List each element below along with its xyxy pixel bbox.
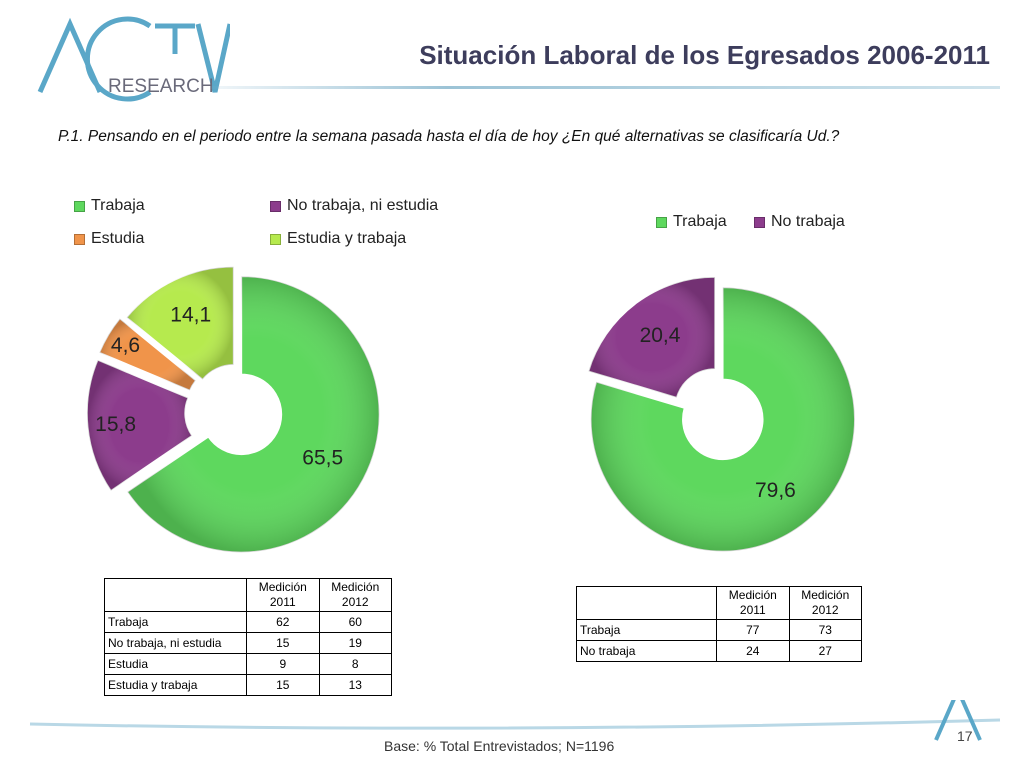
legend-item-estudia-y-trabaja: Estudia y trabaja: [270, 230, 406, 248]
donut-slice-shading: [588, 276, 716, 398]
slice-value-label: 14,1: [170, 303, 211, 326]
slice-value-label: 20,4: [640, 324, 681, 347]
table-header-cell: Medición 2011: [716, 586, 790, 620]
page-number: 17: [957, 728, 973, 744]
table-cell: 73: [788, 619, 863, 641]
footer-decoration: [29, 700, 1001, 741]
donut-slice-shading: [87, 359, 192, 491]
legend-swatch: [270, 233, 281, 245]
legend-label: No trabaja: [771, 213, 845, 230]
table-header-cell: Medición 2011: [246, 578, 320, 612]
legend-label: Estudia: [91, 230, 145, 247]
table-cell: 24: [716, 640, 790, 662]
donut-charts: 65,5 15,8 4,6 14,1 79,6 20,4: [86, 266, 856, 554]
table-cell: Estudia y trabaja: [103, 674, 248, 696]
title-divider: [210, 86, 1000, 89]
table-cell: 8: [318, 653, 393, 675]
table-cell: Estudia: [103, 653, 248, 675]
table-cell: Trabaja: [575, 619, 718, 641]
legend-item-trabaja: Trabaja: [74, 197, 145, 215]
table-cell: 13: [318, 674, 393, 696]
slice-value-label: 15,8: [95, 413, 136, 436]
table-cell: No trabaja, ni estudia: [103, 632, 248, 654]
table-header-row: Medición 2011 Medición 2012: [103, 578, 393, 612]
svg-text:RESEARCH: RESEARCH: [108, 76, 214, 97]
legend-item-no-trabaja-ni-estudia: No trabaja, ni estudia: [270, 197, 438, 215]
table-cell: No trabaja: [575, 640, 718, 662]
base-note: Base: % Total Entrevistados; N=1196: [384, 738, 615, 754]
legend-item-estudia: Estudia: [74, 230, 144, 248]
legend-swatch: [74, 200, 85, 212]
table-cell: 60: [318, 611, 393, 633]
legend-swatch: [74, 233, 85, 245]
table-row: Estudia 9 8: [103, 653, 393, 675]
table-row: Estudia y trabaja 15 13: [103, 674, 393, 696]
slice-value-label: 4,6: [111, 334, 140, 357]
legend-swatch: [656, 216, 667, 228]
legend-label: No trabaja, ni estudia: [287, 197, 439, 214]
donut-slice-shading: [590, 287, 855, 552]
donut-slice-shading: [127, 276, 380, 553]
table-header-cell: Medición 2012: [788, 586, 863, 620]
table-row: No trabaja 24 27: [575, 640, 863, 662]
donut-slice-shading: [99, 318, 196, 391]
chart1-legend: Trabaja No trabaja, ni estudia Estudia E…: [74, 197, 494, 257]
page-title: Situación Laboral de los Egresados 2006-…: [419, 40, 990, 70]
table-row: Trabaja 77 73: [575, 619, 863, 641]
table-header-cell: [103, 578, 248, 612]
legend-label: Trabaja: [91, 197, 145, 214]
slice-value-label: 79,6: [755, 479, 796, 502]
table-cell: 9: [246, 653, 320, 675]
table-cell: 62: [246, 611, 320, 633]
chart1-donut: 65,5 15,8 4,6 14,1: [86, 266, 381, 554]
legend-swatch: [754, 216, 765, 228]
table-row: No trabaja, ni estudia 15 19: [103, 632, 393, 654]
table-header-cell: [575, 586, 718, 620]
donut-slice-shading: [126, 266, 234, 380]
activa-research-logo: RESEARCH: [37, 16, 230, 102]
legend-label: Trabaja: [673, 213, 727, 230]
table-cell: Trabaja: [103, 611, 248, 633]
table-cell: 15: [246, 674, 320, 696]
chart2-legend: Trabaja No trabaja: [656, 213, 916, 237]
table-chart2: Medición 2011 Medición 2012 Trabaja 77 7…: [575, 586, 863, 662]
legend-swatch: [270, 200, 281, 212]
table-cell: 77: [716, 619, 790, 641]
table-row: Trabaja 62 60: [103, 611, 393, 633]
table-header-cell: Medición 2012: [318, 578, 393, 612]
slice-value-label: 65,5: [302, 446, 343, 469]
legend-item-trabaja: Trabaja: [656, 213, 727, 231]
table-cell: 27: [788, 640, 863, 662]
chart2-donut: 79,6 20,4: [587, 276, 856, 553]
table-cell: 15: [246, 632, 320, 654]
legend-label: Estudia y trabaja: [287, 230, 407, 247]
question-text: P.1. Pensando en el periodo entre la sem…: [58, 128, 840, 145]
table-cell: 19: [318, 632, 393, 654]
legend-item-no-trabaja: No trabaja: [754, 213, 845, 231]
table-chart1: Medición 2011 Medición 2012 Trabaja 62 6…: [103, 578, 393, 696]
table-header-row: Medición 2011 Medición 2012: [575, 586, 863, 620]
